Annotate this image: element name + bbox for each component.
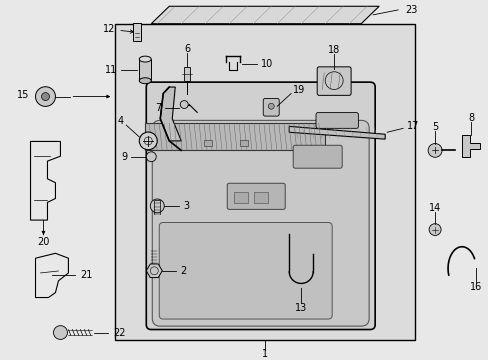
Text: 14: 14 [428,203,440,213]
Text: 23: 23 [404,5,417,15]
Text: 9: 9 [121,152,127,162]
Polygon shape [461,135,479,157]
FancyBboxPatch shape [146,82,374,329]
Text: 8: 8 [467,113,473,123]
Polygon shape [160,87,181,141]
FancyBboxPatch shape [315,113,358,128]
Ellipse shape [139,56,151,62]
Circle shape [146,152,156,162]
Text: 4: 4 [117,116,123,126]
Text: 12: 12 [103,24,133,34]
Circle shape [53,326,67,339]
Bar [240,140,248,147]
Circle shape [150,199,164,213]
Text: 21: 21 [80,270,93,280]
Circle shape [139,132,157,150]
Polygon shape [146,264,162,278]
Bar [115,24,414,341]
Text: 22: 22 [113,328,125,338]
FancyBboxPatch shape [227,183,285,210]
Text: 7: 7 [155,103,161,113]
Text: 5: 5 [431,122,437,132]
Polygon shape [151,6,378,24]
Text: 18: 18 [327,45,340,55]
Text: 2: 2 [180,266,186,276]
FancyBboxPatch shape [159,222,331,319]
Bar [139,59,151,81]
Bar [234,192,248,203]
Circle shape [36,87,55,107]
FancyBboxPatch shape [293,145,342,168]
FancyBboxPatch shape [263,98,279,116]
Text: 10: 10 [261,59,273,69]
Bar [184,67,190,81]
Text: 17: 17 [407,121,419,131]
Circle shape [428,224,440,235]
Text: 3: 3 [183,201,189,211]
Bar [254,192,267,203]
FancyBboxPatch shape [152,120,368,326]
Text: 11: 11 [105,65,117,75]
Bar [204,140,212,147]
Polygon shape [288,126,385,139]
Text: 1: 1 [262,349,268,359]
Text: 13: 13 [294,303,306,313]
Text: 15: 15 [17,90,29,100]
Circle shape [268,103,274,109]
Circle shape [41,93,49,100]
Circle shape [427,144,441,157]
FancyBboxPatch shape [317,67,350,95]
Text: 20: 20 [37,237,50,247]
Text: 16: 16 [469,282,481,292]
Circle shape [180,100,188,108]
Bar [145,123,325,150]
Text: 6: 6 [184,44,190,54]
Text: 19: 19 [293,85,305,95]
Bar [133,23,141,41]
Ellipse shape [139,78,151,84]
